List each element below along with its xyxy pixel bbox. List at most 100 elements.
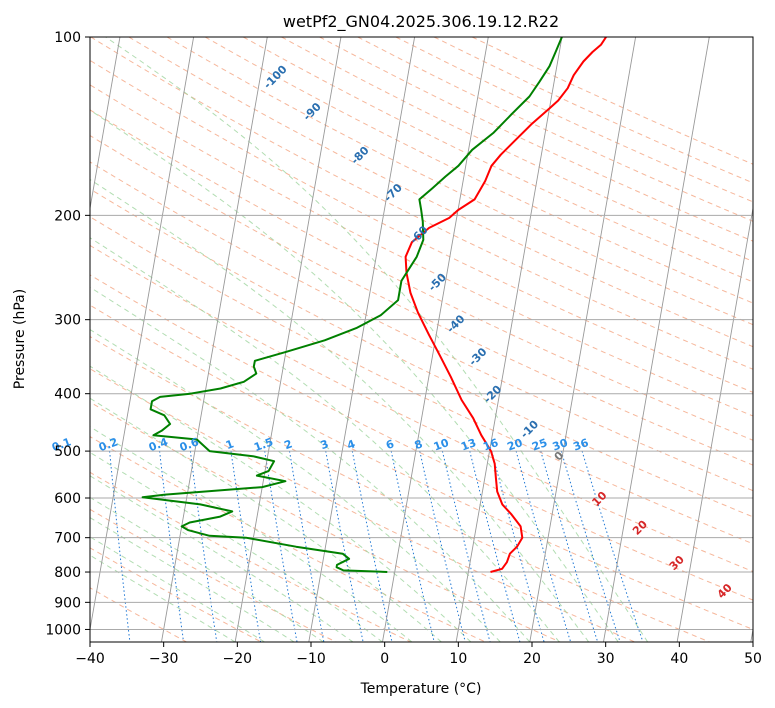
x-tick-label: 30 (597, 651, 615, 667)
dry-adiabat-line (90, 244, 753, 573)
mixing-ratio-label: 6 (384, 437, 396, 452)
dry-adiabat-line (90, 401, 561, 642)
x-tick-label: 20 (523, 651, 541, 667)
mixing-ratio-label: 1.5 (252, 435, 275, 454)
mixing-ratio-label: 16 (481, 436, 500, 454)
dry-adiabat-line (166, 37, 753, 326)
mixing-ratio-line (419, 450, 466, 642)
x-tick-label: −40 (75, 651, 105, 667)
y-tick-label: 800 (54, 565, 81, 581)
mixing-ratio-line (540, 450, 599, 642)
moist-adiabat-label: 30 (667, 553, 687, 573)
moist-adiabat-line (90, 475, 354, 642)
isotherm-line (234, 37, 342, 642)
dry-adiabat-line (319, 37, 753, 242)
dry-adiabat-label: -40 (444, 312, 467, 335)
dry-adiabat-label: -30 (466, 345, 489, 368)
dry-adiabat-line (90, 161, 753, 492)
dry-adiabat-line (204, 37, 753, 304)
y-tick-label: 200 (54, 208, 81, 224)
y-tick-label: 900 (54, 595, 81, 611)
x-tick-label: −30 (149, 651, 179, 667)
moist-adiabat-line (90, 536, 265, 642)
mixing-ratio-label: 4 (345, 437, 357, 452)
mixing-ratio-line (491, 450, 545, 642)
mixing-ratio-label: 3 (319, 437, 331, 452)
isotherm-line (529, 37, 637, 642)
isotherm-line (308, 37, 416, 642)
dry-adiabat-line (90, 436, 486, 642)
x-tick-label: 10 (449, 651, 467, 667)
chart-title: wetPf2_GN04.2025.306.19.12.R22 (283, 12, 559, 32)
mixing-ratio-line (469, 450, 521, 642)
moist-adiabat-line (90, 237, 560, 642)
isotherm-line (603, 37, 710, 642)
mixing-ratio-line (560, 450, 621, 642)
isotherm-line (90, 37, 195, 633)
mixing-ratio-label: 0.4 (147, 435, 170, 454)
y-tick-label: 1000 (45, 622, 81, 638)
mixing-ratio-label: 0.6 (178, 435, 201, 454)
dry-adiabat-line (433, 37, 753, 184)
isotherm-line (382, 37, 489, 642)
dry-adiabat-line (90, 188, 753, 518)
moist-adiabat-line (90, 451, 383, 642)
mixing-ratio-label: 0.2 (97, 435, 120, 454)
mixing-ratio-line (159, 451, 185, 642)
y-tick-label: 700 (54, 531, 81, 547)
dry-adiabat-line (357, 37, 753, 222)
y-tick-label: 400 (54, 387, 81, 403)
dry-adiabat-line (90, 304, 753, 630)
y-tick-label: 500 (54, 444, 81, 460)
y-tick-label: 100 (54, 30, 81, 46)
mixing-ratio-label: 30 (551, 436, 570, 454)
isotherm-line (455, 37, 563, 642)
dry-adiabat-line (90, 508, 337, 642)
x-tick-label: 0 (380, 651, 389, 667)
mixing-ratio-label: 10 (432, 436, 451, 454)
moist-adiabat-line (105, 37, 649, 642)
moist-adiabat-line (90, 328, 501, 642)
mixing-ratio-label: 20 (506, 436, 525, 454)
moist-adiabat-line (90, 496, 324, 642)
x-axis-label: Temperature (°C) (360, 681, 482, 697)
mixing-ratio-line (441, 450, 491, 642)
dry-adiabat-line (395, 37, 753, 203)
dry-adiabat-line (90, 335, 710, 642)
isotherm-line (161, 37, 268, 642)
mixing-ratio-label: 2 (283, 437, 295, 452)
mixing-ratio-label: 25 (530, 436, 549, 453)
mixing-ratio-line (390, 450, 435, 642)
temperature-profile-line (404, 37, 607, 573)
y-axis: 100 200 300 400 500 600 700 800 900 1000 (45, 30, 90, 638)
grid (90, 37, 753, 642)
dewpoint-profile-line (141, 37, 563, 573)
dry-adiabat-label: -100 (261, 63, 290, 92)
mixing-ratio-label: 1 (224, 437, 236, 452)
moist-adiabat-label: 40 (715, 581, 735, 601)
moist-adiabat-line (90, 554, 236, 642)
mixing-ratio-label: 36 (571, 436, 590, 454)
mixing-ratio-line (515, 450, 572, 642)
dry-adiabat-label: -50 (426, 270, 449, 293)
y-tick-label: 300 (54, 313, 81, 329)
isotherm-line (90, 37, 121, 211)
mixing-ratio-line (351, 451, 393, 642)
mixing-ratio-line (230, 451, 262, 642)
mixing-ratio-label: 8 (413, 437, 425, 452)
x-tick-label: 40 (670, 651, 688, 667)
plot-frame (89, 36, 754, 643)
moist-adiabat-line (90, 178, 590, 642)
moist-adiabat-line (90, 109, 619, 642)
mixing-ratio-line (109, 451, 131, 642)
mixing-ratio-label: 0.1 (50, 435, 73, 454)
line-annotations: 0.1 0.2 0.4 0.6 1 1.5 2 3 4 6 8 10 13 16 20 25 30 36-100-… (50, 63, 735, 602)
x-tick-label: −20 (223, 651, 253, 667)
mixing-ratio-label: 13 (459, 436, 478, 453)
series-group (141, 37, 607, 573)
moist-adiabat-label: 20 (630, 517, 650, 537)
moist-adiabat-line (90, 286, 531, 642)
isotherm-line (750, 626, 753, 642)
background-reference-lines (90, 37, 753, 642)
dry-adiabat-line (128, 37, 753, 348)
